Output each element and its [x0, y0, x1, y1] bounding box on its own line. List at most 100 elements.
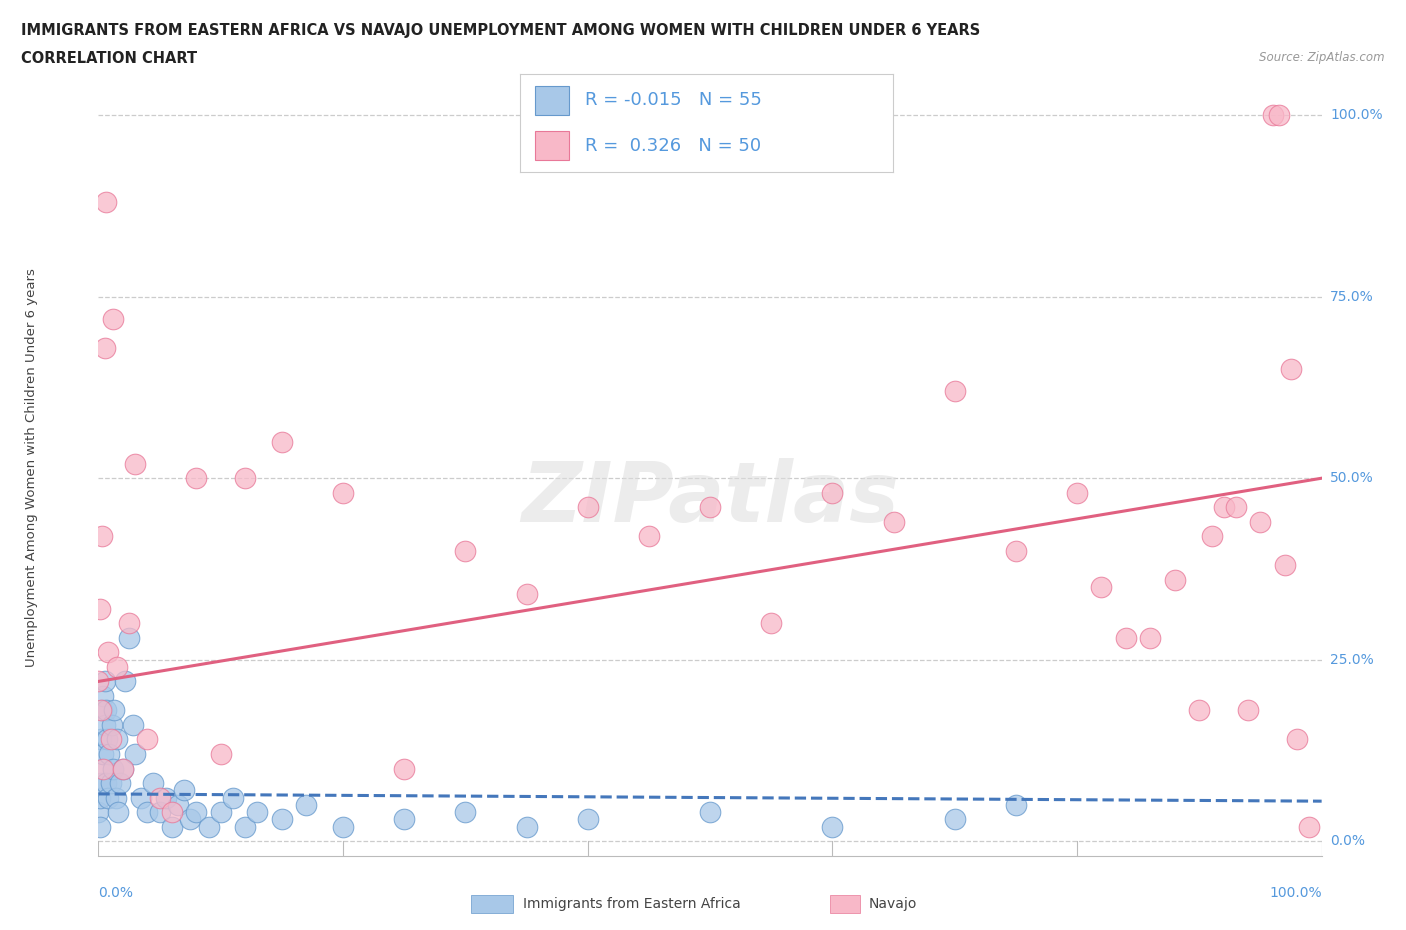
Point	[160, 819, 183, 834]
Point	[105, 732, 128, 747]
Point	[103, 703, 125, 718]
Point	[160, 804, 183, 819]
Point	[1274, 558, 1296, 573]
Point	[89, 819, 111, 834]
Point	[454, 804, 477, 819]
Point	[454, 543, 477, 558]
Point	[1090, 579, 1112, 594]
Text: Navajo: Navajo	[869, 897, 917, 911]
Point	[1225, 499, 1247, 514]
Point	[97, 790, 120, 805]
Point	[149, 804, 172, 819]
Point	[155, 790, 177, 805]
Point	[124, 747, 146, 762]
Text: 0.0%: 0.0%	[98, 886, 134, 900]
Point	[136, 732, 159, 747]
Point	[270, 434, 294, 449]
Point	[332, 819, 354, 834]
Point	[93, 674, 115, 689]
Point	[179, 812, 201, 827]
Point	[111, 761, 134, 776]
Point	[94, 776, 117, 790]
Point	[246, 804, 269, 819]
Point	[107, 804, 129, 819]
Point	[87, 804, 110, 819]
Point	[1004, 543, 1026, 558]
Point	[90, 776, 112, 790]
Point	[111, 761, 134, 776]
Text: CORRELATION CHART: CORRELATION CHART	[21, 51, 197, 66]
Point	[105, 659, 128, 674]
Point	[89, 602, 111, 617]
Point	[118, 616, 141, 631]
Point	[100, 776, 122, 790]
Point	[186, 471, 208, 485]
Point	[392, 812, 416, 827]
Point	[94, 195, 117, 210]
Point	[101, 718, 124, 733]
Point	[197, 819, 219, 834]
Point	[90, 732, 112, 747]
Point	[129, 790, 152, 805]
Point	[332, 485, 354, 500]
Point	[94, 703, 117, 718]
Point	[101, 312, 124, 326]
Point	[515, 587, 537, 602]
Point	[93, 718, 115, 733]
Text: Source: ZipAtlas.com: Source: ZipAtlas.com	[1260, 51, 1385, 64]
Point	[576, 499, 599, 514]
Point	[101, 761, 124, 776]
Point	[98, 747, 121, 762]
Point	[943, 812, 966, 827]
Point	[1004, 797, 1026, 812]
Point	[91, 761, 114, 776]
Text: ZIPatlas: ZIPatlas	[522, 458, 898, 538]
Text: 100.0%: 100.0%	[1270, 886, 1322, 900]
Bar	[536, 86, 568, 115]
Point	[761, 616, 783, 631]
Point	[91, 703, 114, 718]
Text: Unemployment Among Women with Children Under 6 years: Unemployment Among Women with Children U…	[25, 268, 38, 667]
Text: 75.0%: 75.0%	[1330, 290, 1374, 304]
Point	[1268, 108, 1291, 123]
Text: 100.0%: 100.0%	[1330, 108, 1382, 123]
Point	[209, 747, 232, 762]
Point	[699, 499, 721, 514]
Point	[91, 688, 114, 703]
Point	[124, 457, 146, 472]
Point	[100, 732, 122, 747]
Point	[97, 644, 120, 659]
Point	[93, 340, 115, 355]
Point	[392, 761, 416, 776]
Point	[1212, 499, 1234, 514]
Text: IMMIGRANTS FROM EASTERN AFRICA VS NAVAJO UNEMPLOYMENT AMONG WOMEN WITH CHILDREN : IMMIGRANTS FROM EASTERN AFRICA VS NAVAJO…	[21, 23, 980, 38]
Text: 25.0%: 25.0%	[1330, 653, 1374, 667]
Point	[1188, 703, 1211, 718]
Point	[173, 783, 195, 798]
Point	[1115, 631, 1137, 645]
Point	[1164, 572, 1187, 587]
Point	[149, 790, 172, 805]
Point	[118, 631, 141, 645]
Point	[104, 790, 127, 805]
Point	[136, 804, 159, 819]
Point	[87, 674, 110, 689]
Point	[1298, 819, 1320, 834]
Point	[1286, 732, 1309, 747]
Point	[699, 804, 721, 819]
Bar	[536, 131, 568, 160]
Point	[233, 471, 256, 485]
Point	[110, 776, 132, 790]
Point	[270, 812, 294, 827]
Point	[1237, 703, 1260, 718]
Point	[1261, 108, 1284, 123]
Point	[114, 674, 136, 689]
Point	[209, 804, 232, 819]
Point	[89, 790, 111, 805]
Text: R = -0.015   N = 55: R = -0.015 N = 55	[585, 91, 762, 110]
Point	[90, 703, 112, 718]
Point	[1279, 362, 1302, 377]
Point	[883, 514, 905, 529]
Text: R =  0.326   N = 50: R = 0.326 N = 50	[585, 137, 762, 155]
Point	[222, 790, 245, 805]
